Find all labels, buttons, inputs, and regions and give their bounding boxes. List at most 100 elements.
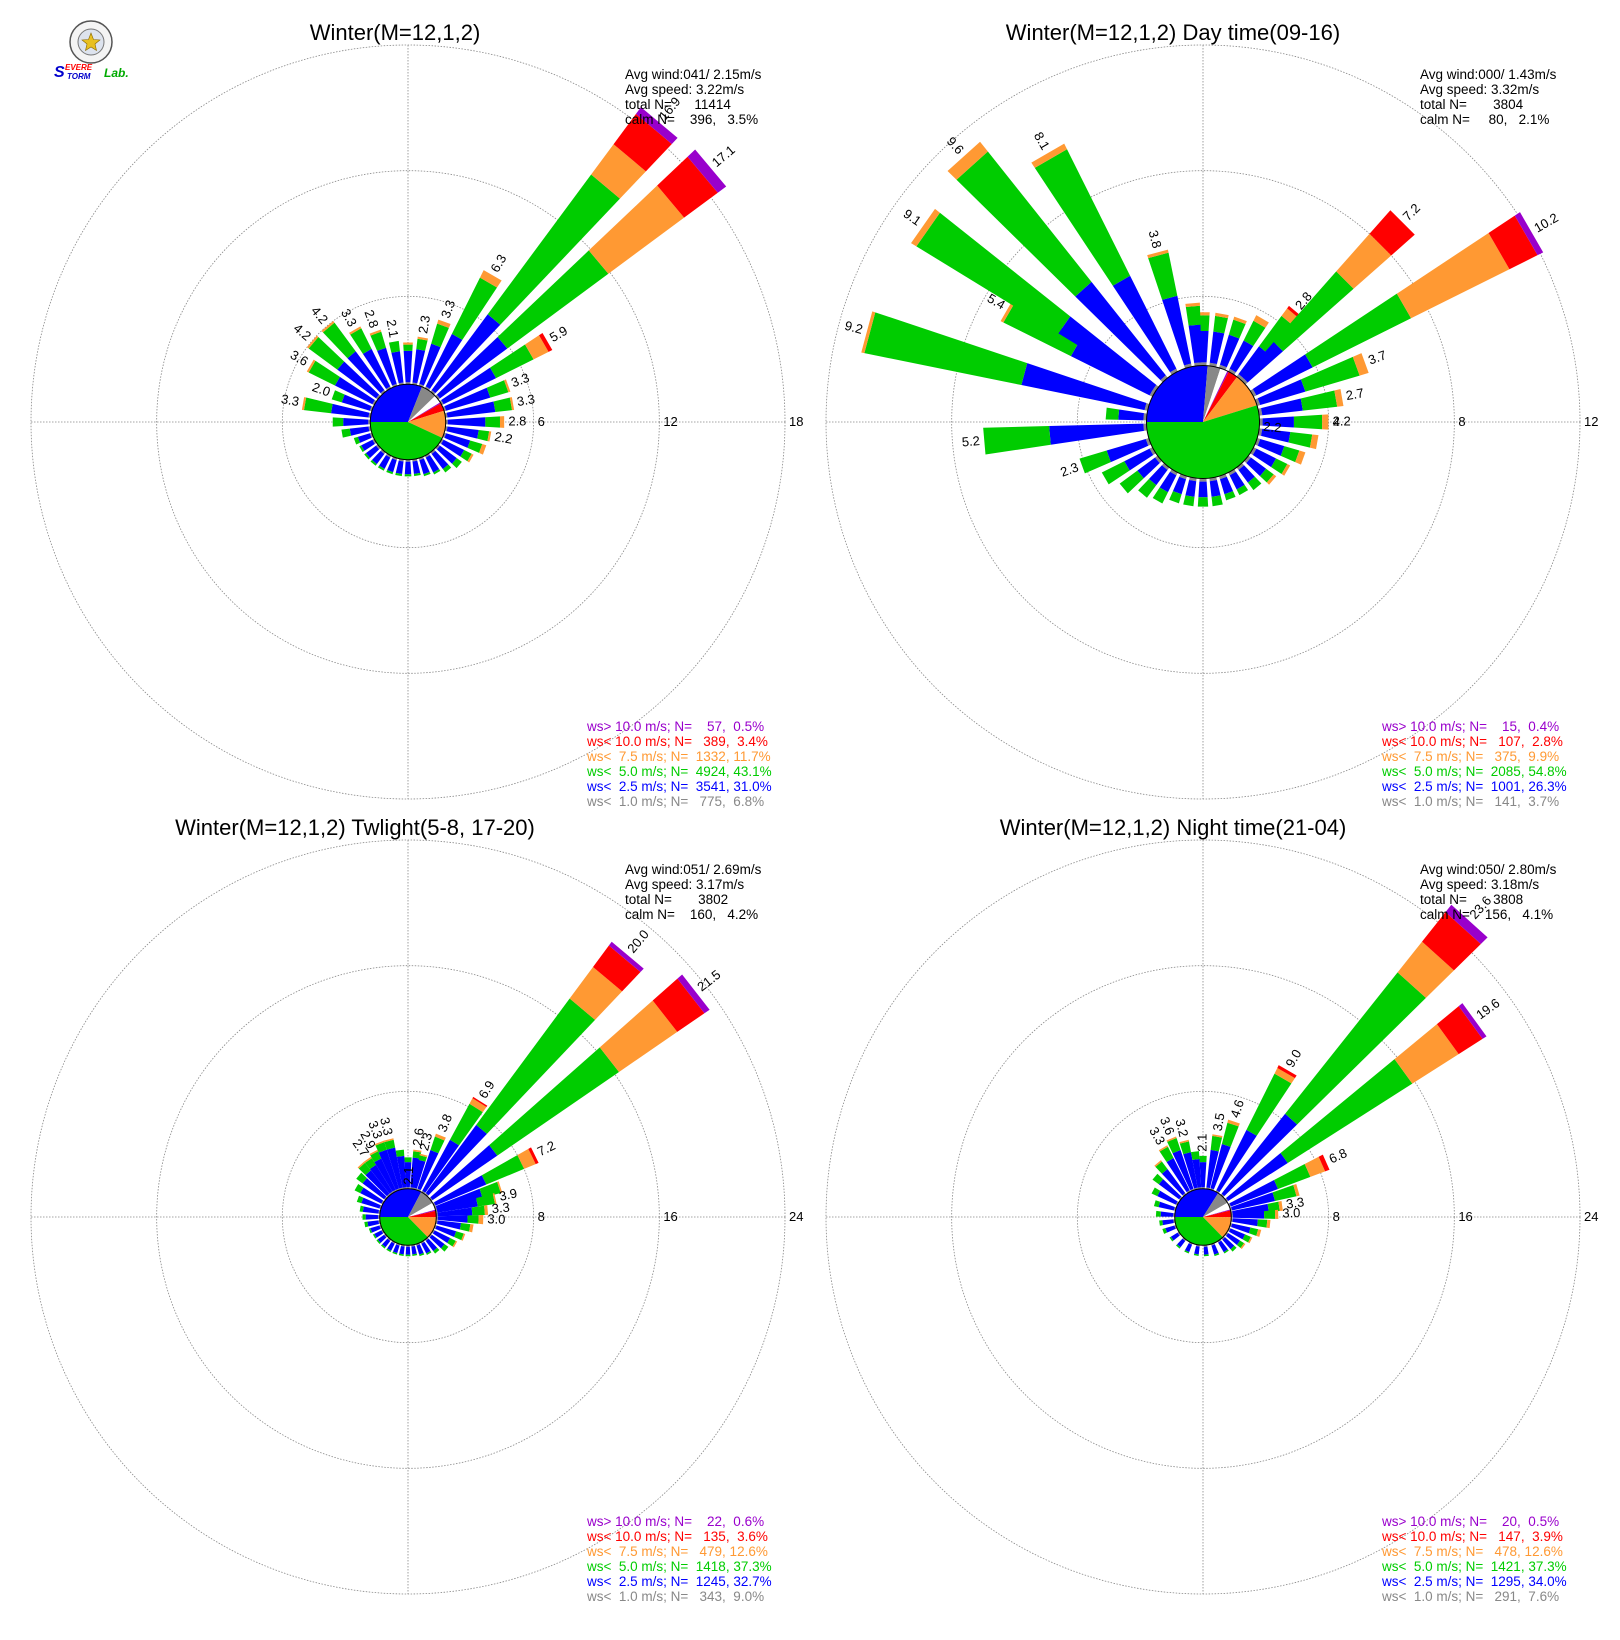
bar-segment-lt2_5	[382, 1238, 391, 1248]
wind-bar-290	[331, 390, 374, 412]
wind-bar-30	[424, 270, 502, 391]
ring-8	[1076, 1090, 1330, 1344]
bar-segment-lt2_5	[370, 1225, 381, 1233]
bar-value-label: 3.5	[1210, 1112, 1228, 1132]
bar-segment-lt1	[1155, 455, 1162, 464]
bar-segment-lt10	[1488, 215, 1538, 270]
bar-segment-lt7_5	[434, 1133, 446, 1141]
wind-bar-275	[1105, 407, 1148, 421]
bar-segment-lt2_5	[362, 1178, 387, 1200]
bar-segment-lt2_5	[444, 387, 491, 411]
bar-value-label: 2.3	[1058, 459, 1080, 479]
wind-bar-332	[369, 1149, 397, 1193]
bar-segment-lt2_5	[430, 1145, 498, 1201]
bar-segment-lt5	[359, 445, 365, 453]
wind-bar-150	[420, 1240, 432, 1255]
wind-bar-300	[306, 359, 377, 406]
bar-segment-lt2_5	[1261, 428, 1291, 443]
bar-segment-lt5	[353, 436, 360, 445]
bar-segment-lt2_5	[369, 1164, 393, 1194]
wind-bar-339	[374, 1140, 400, 1192]
bar-segment-lt5	[404, 1157, 412, 1163]
bar-segment-lt2_5	[431, 450, 449, 470]
bar-segment-lt2_5	[441, 367, 497, 405]
bar-segment-lt2_5	[1219, 334, 1240, 368]
bar-segment-lt2_5	[395, 460, 404, 475]
bar-segment-lt5	[1167, 1138, 1181, 1154]
bar-segment-lt2_5	[392, 1244, 400, 1254]
bar-segment-lt1	[372, 438, 377, 444]
legend-entry-gt10: ws> 10.0 m/s; N= 57, 0.5%	[586, 719, 764, 734]
wind-bar-0	[404, 1157, 412, 1189]
wind-bar-10	[412, 336, 429, 386]
bar-value-label: 3.8	[1146, 229, 1165, 250]
stat-avg-speed: Avg speed: 3.32m/s	[1420, 82, 1539, 97]
bar-segment-lt10	[538, 332, 553, 352]
stat-avg-wind: Avg wind:050/ 2.80m/s	[1420, 862, 1557, 877]
bar-segment-lt1	[1244, 455, 1251, 464]
bar-segment-lt2_5	[1194, 1246, 1200, 1255]
legend-entry-lt7_5: ws< 7.5 m/s; N= 1332, 11.7%	[586, 749, 771, 764]
legend-entry-lt10: ws< 10.0 m/s; N= 147, 3.9%	[1381, 1529, 1563, 1544]
bar-segment-gt10	[677, 974, 710, 1014]
speed-pie	[1174, 1188, 1232, 1246]
bar-segment-lt2_5	[446, 401, 496, 418]
bar-segment-lt1	[418, 383, 424, 388]
bar-segment-lt5	[1224, 491, 1236, 501]
bar-segment-lt7_5	[369, 1149, 379, 1156]
bar-segment-lt2_5	[1218, 1240, 1228, 1253]
pie-slice-lt7_5	[1203, 1217, 1232, 1238]
bar-segment-lt1	[386, 453, 392, 458]
bar-segment-lt5	[354, 1184, 364, 1194]
wind-bar-32	[421, 1096, 488, 1194]
wind-bar-260	[341, 426, 372, 438]
bar-segment-lt7_5	[467, 453, 474, 463]
pie-slice-calm	[408, 1202, 436, 1217]
bar-segment-lt1	[1182, 1193, 1187, 1197]
wind-bar-210	[1152, 469, 1178, 504]
bar-value-label: 2.7	[1345, 385, 1365, 403]
wind-bar-64	[432, 1147, 539, 1207]
bar-segment-lt7_5	[1309, 434, 1319, 450]
bar-segment-lt2_5	[436, 336, 508, 399]
bar-segment-lt2_5	[1075, 281, 1166, 381]
panel-title: Winter(M=12,1,2) Day time(09-16)	[1006, 20, 1340, 45]
bar-segment-lt5	[412, 1253, 418, 1257]
bar-segment-lt7_5	[499, 416, 505, 428]
bar-segment-lt1	[389, 1191, 394, 1195]
pie-slice-lt1	[408, 1191, 433, 1217]
logo-text-lab: Lab.	[104, 66, 129, 80]
wind-bar-240	[372, 1229, 385, 1239]
bar-segment-gt10	[608, 941, 644, 973]
wind-bar-310	[1152, 1173, 1183, 1201]
bar-segment-lt7_5	[1295, 450, 1306, 465]
bar-segment-lt2_5	[399, 1246, 405, 1255]
bar-value-label: 3.6	[288, 347, 311, 369]
bar-segment-lt5	[395, 472, 403, 477]
wind-bar-270	[362, 1214, 380, 1220]
wind-bar-310	[306, 335, 381, 400]
bar-segment-lt7_5	[357, 1161, 365, 1169]
bar-segment-lt5	[460, 450, 472, 462]
bar-segment-lt5	[1169, 491, 1182, 504]
bar-segment-lt7_5	[599, 1000, 678, 1072]
wind-bar-146	[1217, 1239, 1229, 1254]
bar-segment-lt2_5	[1252, 354, 1313, 396]
bar-segment-lt1	[435, 394, 440, 400]
wind-bar-330	[1031, 143, 1178, 375]
bar-segment-gt10	[687, 149, 727, 193]
bar-segment-lt10	[1318, 1154, 1330, 1172]
wind-bar-170	[412, 458, 421, 477]
wind-bar-50	[435, 149, 727, 400]
ring-label: 18	[789, 414, 803, 429]
bar-segment-lt5	[398, 1253, 404, 1257]
bar-segment-lt5	[1271, 458, 1288, 475]
pie-slice-lt7_5	[1203, 376, 1257, 422]
wind-bar-265	[983, 423, 1148, 455]
wind-bar-250	[1162, 1225, 1178, 1234]
bar-segment-lt2_5	[425, 1238, 438, 1252]
bar-segment-lt5	[1185, 305, 1201, 326]
wind-bar-346	[1179, 1139, 1198, 1191]
bar-segment-lt2_5	[1021, 363, 1147, 411]
bar-segment-lt1	[435, 444, 440, 450]
